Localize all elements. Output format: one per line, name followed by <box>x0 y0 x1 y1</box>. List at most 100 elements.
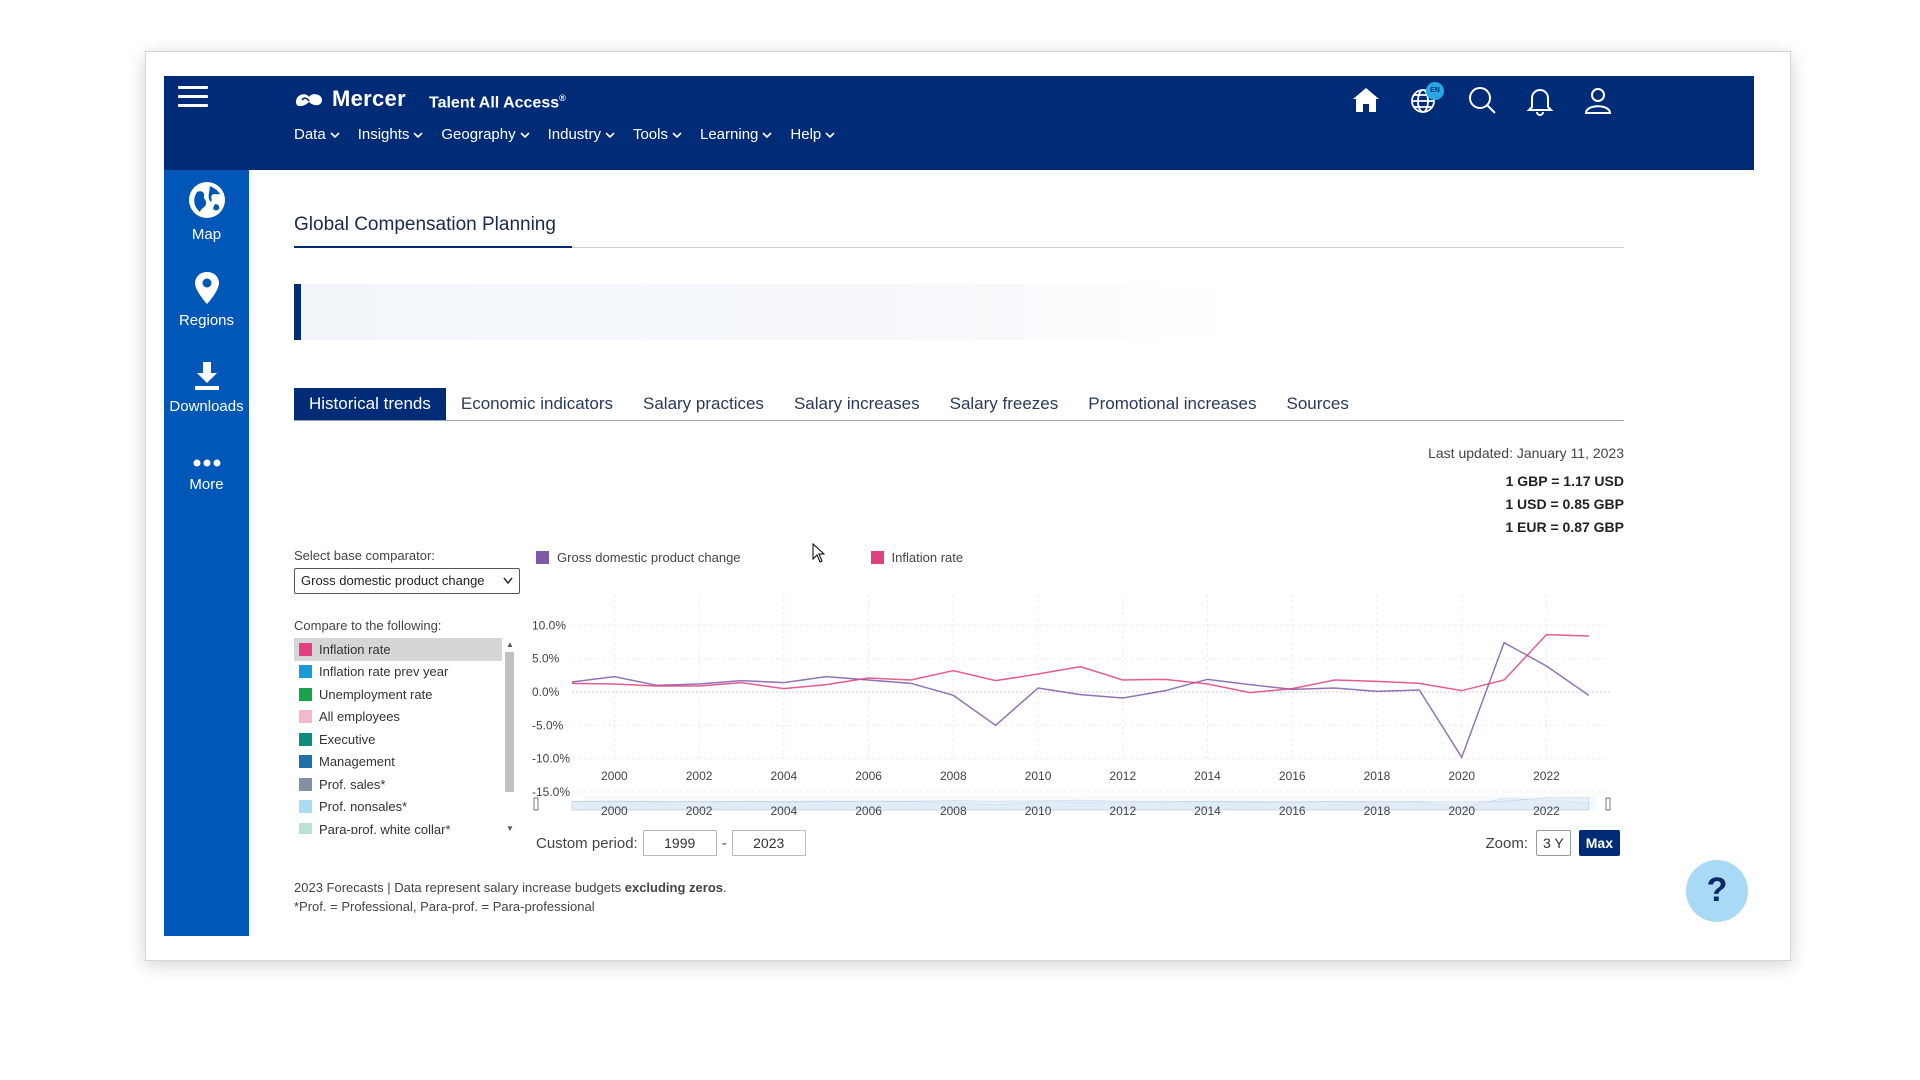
compare-item[interactable]: Unemployment rate <box>294 683 502 706</box>
chevron-down-icon <box>825 131 835 138</box>
color-swatch <box>299 755 312 769</box>
chevron-down-icon <box>503 577 513 585</box>
y-tick-label: 0.0% <box>532 685 560 699</box>
chevron-down-icon <box>413 131 423 138</box>
legend-swatch <box>536 551 549 564</box>
nav-item-data[interactable]: Data <box>294 126 340 143</box>
compare-item-label: Prof. sales* <box>319 776 386 792</box>
legend-item[interactable]: Gross domestic product change <box>536 550 741 565</box>
nav-item-geography[interactable]: Geography <box>441 126 530 143</box>
chevron-down-icon <box>762 131 772 138</box>
color-swatch <box>299 710 312 724</box>
compare-item[interactable]: Inflation rate prev year <box>294 661 502 684</box>
product-name: Talent All Access® <box>429 93 566 112</box>
color-swatch <box>299 732 312 746</box>
base-comparator-value: Gross domestic product change <box>301 573 485 588</box>
sidebar-item-map[interactable]: Map <box>164 180 249 243</box>
tab-economic-indicators[interactable]: Economic indicators <box>460 394 613 413</box>
nav-item-tools[interactable]: Tools <box>633 126 682 143</box>
navigator-tick-label: 2020 <box>1448 804 1475 818</box>
page-title: Global Compensation Planning <box>294 214 556 235</box>
navigator-tick-label: 2008 <box>940 804 967 818</box>
tab-divider <box>294 420 1624 421</box>
tab-historical-trends[interactable]: Historical trends <box>294 388 446 420</box>
nav-item-help[interactable]: Help <box>790 126 835 143</box>
nav-item-label: Data <box>294 126 326 143</box>
scroll-down-arrow[interactable]: ▼ <box>506 824 514 833</box>
nav-item-insights[interactable]: Insights <box>358 126 424 143</box>
zoom-label: Zoom: <box>1485 834 1528 852</box>
y-tick-label: 10.0% <box>532 618 566 632</box>
compare-list[interactable]: Inflation rate Inflation rate prev year Un… <box>294 638 502 834</box>
x-tick-label: 2010 <box>1025 769 1052 783</box>
compare-item[interactable]: All employees <box>294 706 502 729</box>
sidebar-item-downloads[interactable]: Downloads <box>164 360 249 415</box>
user-icon[interactable] <box>1582 84 1614 116</box>
globe-icon[interactable]: EN <box>1408 82 1444 116</box>
compare-item[interactable]: Inflation rate <box>294 638 502 661</box>
tab-promotional-increases[interactable]: Promotional increases <box>1088 394 1257 413</box>
tab-salary-practices[interactable]: Salary practices <box>643 394 764 413</box>
header-icons: EN <box>1350 82 1614 116</box>
nav-item-industry[interactable]: Industry <box>548 126 615 143</box>
x-tick-label: 2020 <box>1448 769 1475 783</box>
zoom-controls: Zoom: 3 Y Max <box>1485 830 1620 856</box>
nav-item-label: Geography <box>441 126 516 143</box>
last-updated-text: Last updated: January 11, 2023 <box>1428 445 1624 461</box>
zoom-3y-button[interactable]: 3 Y <box>1536 830 1571 856</box>
series-line[interactable] <box>571 633 1589 694</box>
tab-salary-increases[interactable]: Salary increases <box>793 394 920 413</box>
compare-item[interactable]: Prof. nonsales* <box>294 796 502 819</box>
period-separator: - <box>721 834 727 852</box>
base-comparator-select[interactable]: Gross domestic product change <box>294 568 520 594</box>
tab-sources[interactable]: Sources <box>1286 394 1349 413</box>
hamburger-menu-icon[interactable] <box>178 86 208 110</box>
base-comparator-label: Select base comparator: <box>294 548 435 563</box>
sidebar-item-regions[interactable]: Regions <box>164 270 249 329</box>
x-tick-label: 2002 <box>686 769 713 783</box>
compare-item[interactable]: Para-prof. white collar* <box>294 818 502 834</box>
tab-bar: Historical trends Economic indicators Sala… <box>294 388 1364 420</box>
compare-item[interactable]: Executive <box>294 728 502 751</box>
sidebar-item-label: More <box>189 476 224 493</box>
search-icon[interactable] <box>1466 84 1498 116</box>
x-tick-label: 2006 <box>855 769 882 783</box>
period-to-input[interactable]: 2023 <box>731 830 806 856</box>
help-button[interactable]: ? <box>1686 860 1748 922</box>
compare-item[interactable]: Prof. sales* <box>294 773 502 796</box>
line-chart[interactable]: 10.0% 5.0% 0.0% -5.0% -10.0% -15.0% 2000 2002 20… <box>532 574 1624 818</box>
chevron-down-icon <box>672 131 682 138</box>
color-swatch <box>299 687 312 701</box>
scroll-up-arrow[interactable]: ▲ <box>506 640 514 649</box>
nav-item-learning[interactable]: Learning <box>700 126 772 143</box>
sidebar-item-more[interactable]: More <box>164 456 249 493</box>
nav-item-label: Insights <box>357 126 410 143</box>
main-nav: Data Insights Geography Industry Tools Learni… <box>294 126 835 143</box>
series-line[interactable] <box>571 641 1590 760</box>
zoom-max-button[interactable]: Max <box>1578 830 1620 856</box>
exchange-rate: 1 USD = 0.85 GBP <box>1505 496 1624 512</box>
home-icon[interactable] <box>1350 84 1382 116</box>
navigator-handle-left[interactable] <box>533 797 539 811</box>
compare-item-label: All employees <box>319 709 400 725</box>
bell-icon[interactable] <box>1524 84 1556 116</box>
navigator-series <box>571 797 1590 811</box>
product-name-text: Talent All Access <box>429 94 560 112</box>
compare-list-scrollbar-thumb[interactable] <box>505 652 514 792</box>
sidebar-item-label: Downloads <box>169 398 244 415</box>
navigator-handle-right[interactable] <box>1605 797 1611 811</box>
x-tick-label: 2022 <box>1533 769 1560 783</box>
compare-item-label: Inflation rate <box>319 641 391 657</box>
x-tick-label: 2012 <box>1109 769 1136 783</box>
mercer-logo[interactable]: Mercer <box>294 86 406 112</box>
footnote-line: *Prof. = Professional, Para-prof. = Para… <box>294 899 595 914</box>
nav-item-label: Help <box>790 126 822 143</box>
footnote-bold-text: excluding zeros <box>624 880 723 895</box>
compare-item[interactable]: Management <box>294 751 502 774</box>
tab-salary-freezes[interactable]: Salary freezes <box>949 394 1059 413</box>
x-tick-label: 2018 <box>1364 769 1391 783</box>
legend-item[interactable]: Inflation rate <box>870 550 964 565</box>
period-from-input[interactable]: 1999 <box>642 830 717 856</box>
nav-item-label: Learning <box>700 126 759 143</box>
legend-label: Inflation rate <box>891 550 964 565</box>
